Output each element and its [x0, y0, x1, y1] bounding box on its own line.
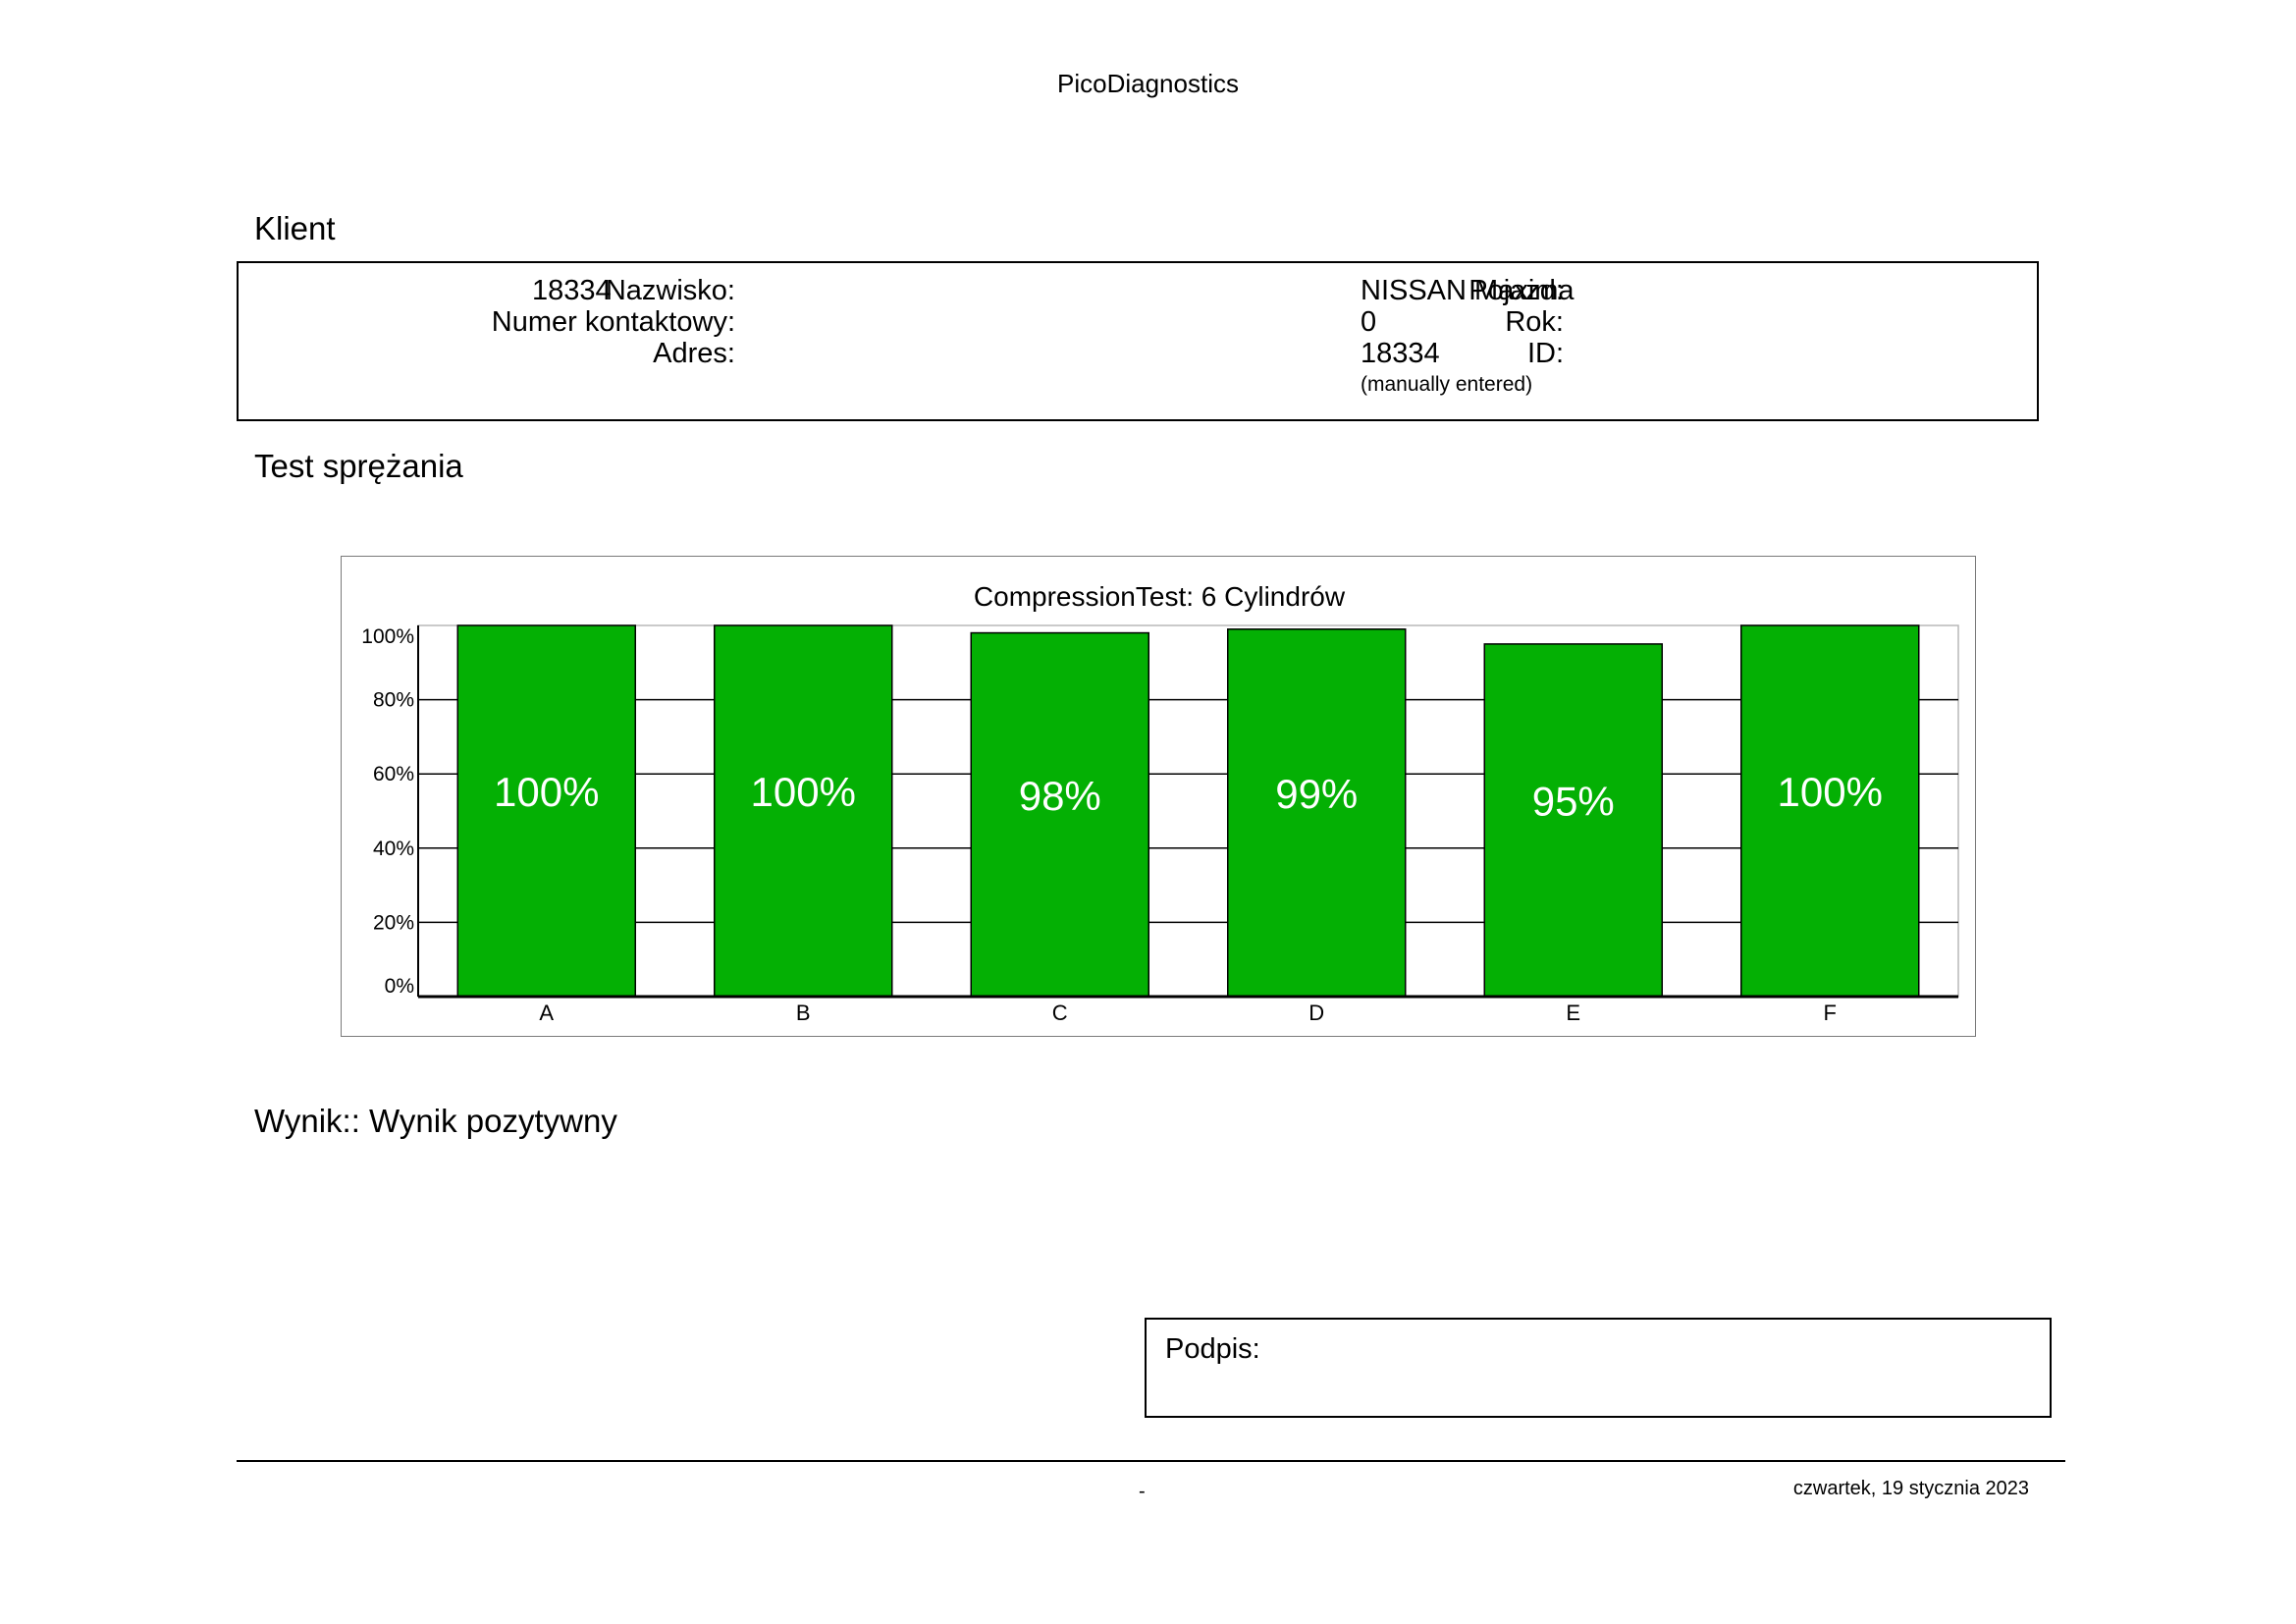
- bar-value-label: 95%: [1532, 778, 1615, 824]
- vehicle-value: NISSAN Maxima: [1361, 275, 1575, 306]
- signature-label: Podpis:: [1165, 1333, 1260, 1365]
- x-tick-label: A: [539, 1001, 554, 1025]
- bar: [1483, 643, 1663, 998]
- name-label: Nazwisko:: [605, 275, 735, 306]
- x-tick-label: D: [1308, 1001, 1324, 1025]
- bar: [970, 631, 1149, 998]
- y-tick-label: 0%: [385, 975, 414, 998]
- chart-gridlines: [417, 624, 1959, 998]
- x-tick-label: F: [1824, 1001, 1837, 1025]
- bar-value-label: 100%: [1778, 769, 1883, 815]
- report-header-title: PicoDiagnostics: [1057, 69, 1239, 98]
- test-result: Wynik:: Wynik pozytywny: [254, 1103, 617, 1139]
- id-note: (manually entered): [1361, 373, 1533, 396]
- bar-value-label: 100%: [751, 769, 856, 815]
- footer-divider: [237, 1460, 2065, 1462]
- compression-section-heading: Test sprężania: [254, 448, 463, 484]
- client-section-heading: Klient: [254, 210, 336, 246]
- bar: [1740, 624, 1920, 998]
- y-tick-label: 40%: [373, 838, 414, 860]
- y-tick-label: 60%: [373, 763, 414, 785]
- x-tick-label: E: [1566, 1001, 1580, 1025]
- footer-date: czwartek, 19 stycznia 2023: [1792, 1478, 2029, 1499]
- footer-page-marker: -: [1139, 1481, 1146, 1502]
- address-label: Adres:: [653, 338, 735, 369]
- id-label: ID:: [1526, 338, 1564, 369]
- compression-chart-svg: CompressionTest: 6 Cylindrów 100% 100% 98%…: [361, 581, 1959, 1025]
- chart-bars: 100% 100% 98% 99% 95% 100%: [456, 624, 1920, 998]
- client-info-box: Nazwisko: 18334 Numer kontaktowy: Adres:…: [237, 261, 2039, 421]
- y-tick-label: 20%: [373, 911, 414, 934]
- chart-axes: 0% 20% 40% 60% 80% 100% A B C D E F: [361, 625, 1958, 1025]
- vehicle-label: Pojazd:: [1468, 275, 1564, 306]
- chart-title: CompressionTest: 6 Cylindrów: [974, 581, 1346, 612]
- bar: [714, 624, 893, 998]
- plot-frame: [417, 624, 1959, 998]
- y-tick-label: 100%: [361, 625, 414, 648]
- x-tick-label: C: [1052, 1001, 1068, 1025]
- y-tick-label: 80%: [373, 689, 414, 712]
- bar-value-label: 99%: [1275, 771, 1358, 817]
- year-label: Rok:: [1505, 306, 1564, 338]
- bar-value-label: 98%: [1019, 773, 1101, 819]
- bar-value-label: 100%: [494, 769, 599, 815]
- x-tick-label: B: [796, 1001, 811, 1025]
- compression-chart: CompressionTest: 6 Cylindrów 100% 100% 98%…: [341, 556, 1976, 1037]
- name-value: 18334: [532, 275, 612, 306]
- id-value: 18334: [1361, 338, 1440, 369]
- contact-number-label: Numer kontaktowy:: [491, 306, 735, 338]
- bar: [1227, 628, 1407, 998]
- signature-box: Podpis:: [1145, 1318, 2052, 1418]
- year-value: 0: [1361, 306, 1377, 338]
